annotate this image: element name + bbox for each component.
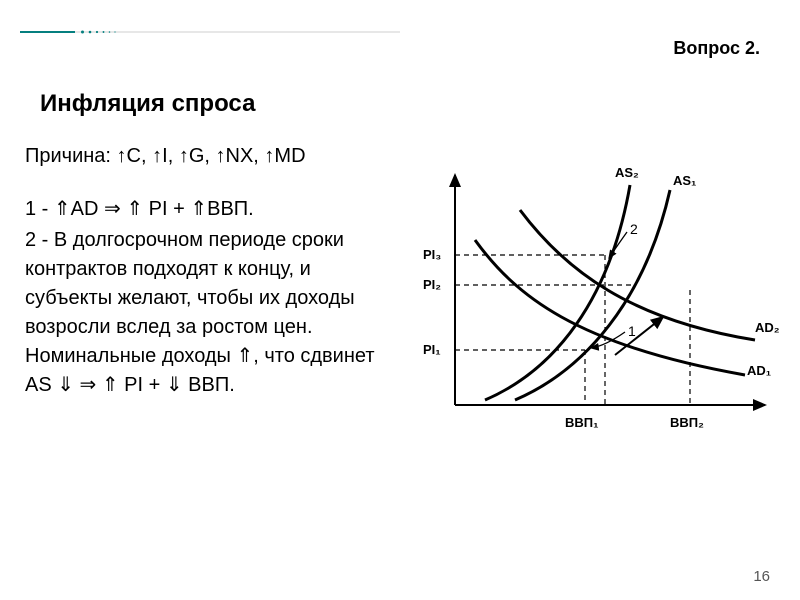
line1-pi: ⇑ PI + [126,198,190,220]
svg-text:2: 2 [630,221,638,237]
cause-var-0: ↑C [117,145,141,167]
body-text: 1 - ⇑AD ⇒ ⇑ PI + ⇑ВВП. 2 - В долгосрочно… [25,195,375,402]
svg-text:AS₂: AS₂ [615,165,639,180]
svg-text:PI₁: PI₁ [423,342,441,357]
svg-text:ВВП₂: ВВП₂ [670,415,704,430]
svg-text:PI₂: PI₂ [423,277,441,292]
line1-impl: ⇒ [104,198,126,220]
svg-text:AS₁: AS₁ [673,173,696,188]
header-decor [20,30,400,34]
page-number: 16 [753,568,770,585]
svg-text:PI₃: PI₃ [423,247,441,262]
line1-gdp: ⇑ВВП. [190,198,253,220]
line2: 2 - В долгосрочном периоде сроки контрак… [25,226,375,400]
cause-text: Причина: ↑C, ↑I, ↑G, ↑NX, ↑MD [25,145,306,168]
cause-var-3: ↑NX [216,145,254,167]
ad-as-chart: AD₁ AD₂ AS₁ AS₂ PI₁ PI₂ PI₃ ВВП₁ ВВП₂ 1 2 [415,155,785,445]
line1-ad: ⇑AD [54,198,104,220]
line1-prefix: 1 - [25,198,54,220]
cause-var-1: ↑I [152,145,168,167]
svg-text:AD₁: AD₁ [747,363,771,378]
question-label: Вопрос 2. [673,38,760,59]
svg-text:1: 1 [628,323,636,339]
cause-var-4: ↑MD [264,145,305,167]
svg-text:AD₂: AD₂ [755,320,780,335]
page-title: Инфляция спроса [40,90,255,118]
cause-var-2: ↑G [179,145,205,167]
svg-text:ВВП₁: ВВП₁ [565,415,599,430]
cause-prefix: Причина: [25,145,117,167]
